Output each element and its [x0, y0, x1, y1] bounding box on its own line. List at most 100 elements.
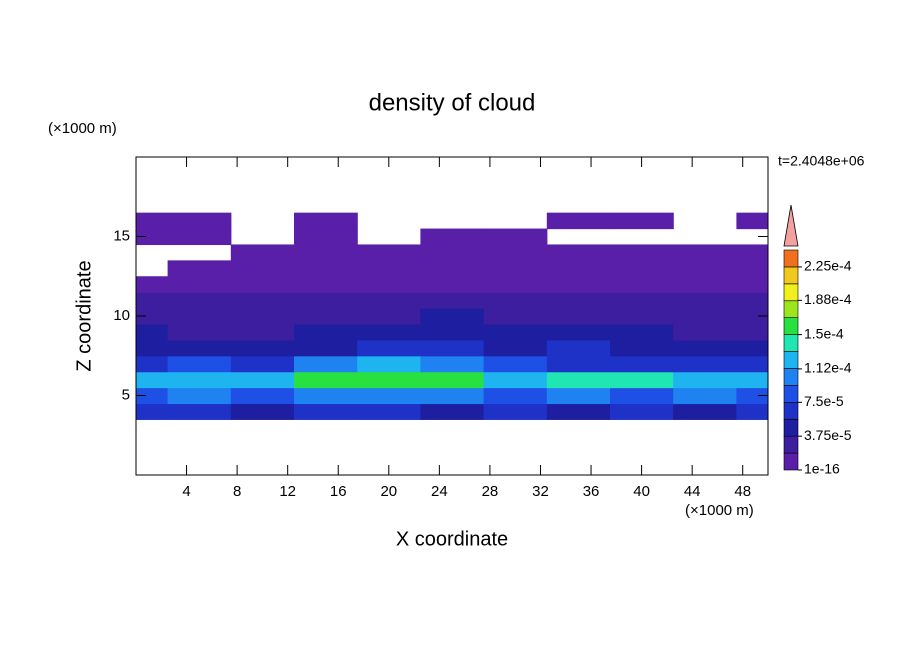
contour-cell [294, 228, 358, 246]
contour-cell [420, 323, 485, 341]
contour-cell [546, 212, 611, 230]
colorbar-label: 3.75e-5 [804, 427, 852, 443]
contour-cell [736, 403, 768, 420]
colorbar-label: 7.5e-5 [804, 393, 844, 409]
contour-cell [546, 260, 611, 277]
contour-cell [230, 339, 295, 357]
contour-cell [736, 387, 768, 405]
contour-cell [230, 355, 295, 373]
contour-cell [483, 244, 548, 261]
field [136, 212, 768, 420]
contour-cell [483, 323, 548, 341]
contour-cell [136, 403, 169, 420]
colorbar-label: 1.5e-4 [804, 325, 844, 341]
contour-cell [136, 292, 169, 309]
contour-cell [357, 371, 421, 389]
contour-cell [420, 308, 485, 325]
contour-cell [673, 339, 737, 357]
x-tick-label: 44 [684, 483, 701, 500]
contour-cell [136, 323, 169, 341]
contour-cell [230, 323, 295, 341]
contour-cell [610, 403, 674, 420]
contour-cell [420, 276, 485, 293]
contour-cell [610, 212, 674, 230]
contour-cell [357, 323, 421, 341]
time-label: t=2.4048e+06 [778, 153, 865, 169]
contour-cell [167, 308, 232, 325]
x-tick-label: 24 [431, 483, 448, 500]
contour-cell [483, 403, 548, 420]
contour-cell [546, 355, 611, 373]
contour-cell [736, 244, 768, 261]
colorbar-box [783, 351, 799, 369]
contour-cell [483, 387, 548, 405]
contour-cell [167, 403, 232, 420]
x-tick-label: 40 [633, 483, 650, 500]
colorbar-box [783, 402, 799, 420]
contour-cell [546, 276, 611, 293]
contour-cell [136, 339, 169, 357]
colorbar-label: 1e-16 [804, 461, 840, 477]
contour-cell [357, 244, 421, 261]
contour-cell [736, 212, 768, 230]
contour-cell [357, 292, 421, 309]
x-tick-label: 36 [583, 483, 600, 500]
contour-cell [230, 387, 295, 405]
contour-cell [230, 260, 295, 277]
contour-cell [483, 260, 548, 277]
colorbar-box [783, 249, 799, 268]
contour-cell [136, 212, 169, 230]
colorbar-label: 1.12e-4 [804, 360, 852, 376]
contour-cell [294, 323, 358, 341]
contour-cell [483, 355, 548, 373]
colorbar-box [783, 300, 799, 318]
contour-cell [420, 387, 485, 405]
colorbar-box [783, 266, 799, 285]
contour-cell [610, 292, 674, 309]
contour-cell [294, 212, 358, 230]
contour-cell [736, 339, 768, 357]
contour-cell [483, 339, 548, 357]
contour-cell [546, 339, 611, 357]
contour-cell [610, 276, 674, 293]
contour-cell [167, 276, 232, 293]
contour-cell [673, 323, 737, 341]
contour-cell [136, 308, 169, 325]
contour-cell [294, 403, 358, 420]
contour-cell [610, 323, 674, 341]
contour-cell [136, 371, 169, 389]
x-tick-label: 32 [532, 483, 549, 500]
x-tick-label: 8 [233, 483, 241, 500]
contour-cell [546, 387, 611, 405]
contour-cell [610, 260, 674, 277]
x-tick-label: 20 [380, 483, 397, 500]
x-axis-title: X coordinate [396, 528, 508, 550]
contour-cell [294, 339, 358, 357]
x-tick-label: 28 [482, 483, 499, 500]
contour-cell [483, 276, 548, 293]
contour-cell [610, 355, 674, 373]
contour-cell [420, 292, 485, 309]
x-tick-label: 4 [182, 483, 190, 500]
x-unit: (×1000 m) [685, 502, 754, 519]
contour-cell [357, 276, 421, 293]
contour-cell [167, 371, 232, 389]
contour-cell [673, 292, 737, 309]
colorbar-box [783, 452, 799, 471]
y-tick-label: 5 [122, 386, 130, 403]
contour-cell [483, 371, 548, 389]
colorbar-box [783, 368, 799, 386]
contour-cell [230, 371, 295, 389]
contour-cell [420, 244, 485, 261]
contour-cell [230, 276, 295, 293]
x-tick-label: 16 [330, 483, 347, 500]
contour-cell [294, 276, 358, 293]
contour-cell [673, 308, 737, 325]
contour-cell [546, 403, 611, 420]
contour-cell [167, 339, 232, 357]
contour-cell [294, 355, 358, 373]
y-unit: (×1000 m) [48, 120, 117, 137]
contour-cell [357, 260, 421, 277]
contour-cell [546, 292, 611, 309]
